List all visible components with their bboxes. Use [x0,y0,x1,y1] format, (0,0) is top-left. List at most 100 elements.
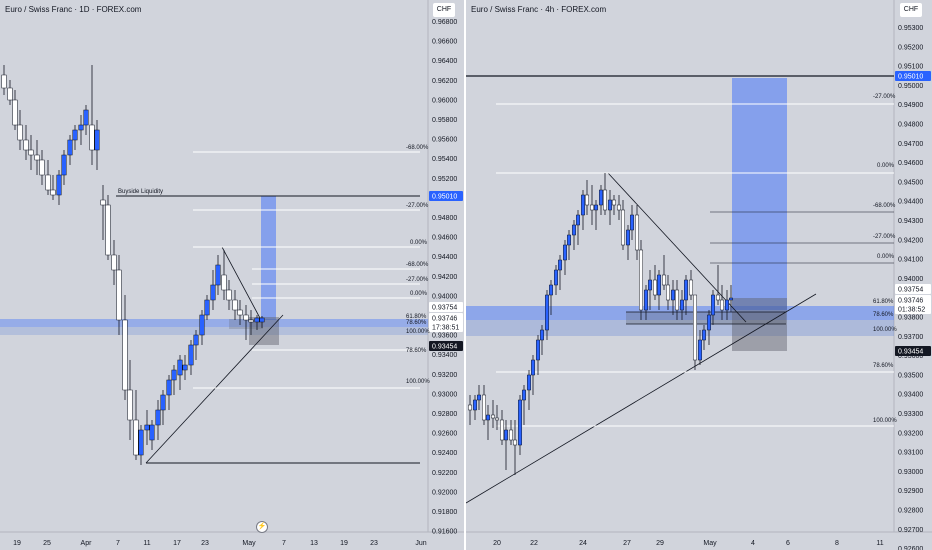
bearish-candle [50,189,56,196]
bullish-candle [711,294,715,316]
price-tick-label: 0.94400 [432,254,457,261]
bearish-candle [100,199,106,206]
bearish-candle [1,74,7,89]
bearish-candle [39,159,45,176]
bearish-candle [590,204,594,211]
fib-level-label: -68.00% [873,203,896,209]
date-tick-label: 19 [13,540,21,547]
bearish-candle [653,279,657,296]
bullish-candle [648,279,652,291]
price-tick-label: 0.92800 [898,508,923,515]
date-tick-label: 20 [493,540,501,547]
bullish-candle [540,329,544,341]
bullish-candle [527,374,531,391]
fib-level-label: 78.60% [406,348,427,354]
bullish-candle [567,234,571,246]
fib-level-label: 0.00% [410,240,428,246]
date-tick-label: 4 [751,540,755,547]
price-tick-label: 0.92400 [432,450,457,457]
bullish-candle [599,189,603,206]
countdown-timer: 17:38:51 [432,325,459,332]
bullish-candle [657,274,661,296]
left-chart-pane[interactable]: 0.96800 0.96600 0.96400 0.96200 0.96000 0.958… [0,0,464,550]
fib-level-label: -27.00% [406,277,429,283]
pane-divider[interactable] [464,0,466,550]
left-currency-badge[interactable]: CHF [433,3,455,17]
bearish-candle [111,254,117,271]
bullish-candle [204,299,210,316]
bearish-candle [639,249,643,311]
bearish-candle [635,214,639,251]
bullish-candle [671,289,675,301]
price-tick-label: 0.94300 [898,218,923,225]
date-tick-label: 13 [310,540,318,547]
bullish-candle [725,299,729,311]
bullish-candle [67,139,73,156]
target-price-label: 0.95010 [898,74,923,81]
right-chart-title: Euro / Swiss Franc · 4h · FOREX.com [471,5,607,14]
bearish-candle [243,314,249,321]
bearish-candle [585,194,589,206]
bullish-candle [545,294,549,331]
bearish-candle [237,309,243,316]
bearish-candle [675,289,679,311]
date-tick-label: 8 [835,540,839,547]
price-tick-label: 0.96200 [432,78,457,85]
price-tick-label: 0.94600 [432,235,457,242]
right-currency-badge[interactable]: CHF [900,3,922,17]
fib-level-label: -68.00% [406,262,429,268]
bullish-candle [486,414,490,421]
price-tick-label: 0.93200 [432,372,457,379]
price-tick-label: 0.94500 [898,179,923,186]
bearish-candle [509,429,513,441]
price-tick-label: 0.92900 [898,488,923,495]
bearish-candle [34,154,40,161]
bullish-candle [576,214,580,226]
bearish-candle [513,439,517,446]
date-tick-label: 7 [282,540,286,547]
price-tick-label: 0.92600 [898,546,923,550]
date-tick-label: 6 [786,540,790,547]
bullish-candle [138,429,144,456]
bearish-candle [662,274,666,286]
right-chart-canvas[interactable]: 0.95300 0.95200 0.95100 0.95000 0.94900 0.948… [466,0,932,550]
price-tick-label: 0.94800 [898,122,923,129]
price-tick-label: 0.96400 [432,58,457,65]
bearish-candle [89,124,95,151]
date-tick-label: 29 [656,540,664,547]
date-tick-label: 22 [530,540,538,547]
target-price-label-bg [429,191,463,201]
left-chart-canvas[interactable]: 0.96800 0.96600 0.96400 0.96200 0.96000 0.958… [0,0,464,550]
price-axis [428,0,464,550]
price-tick-label: 0.92200 [432,470,457,477]
price-tick-label: 0.93700 [898,334,923,341]
bearish-candle [23,139,29,151]
bullish-candle [177,359,183,376]
bullish-candle [155,409,161,426]
current-price-label-bg [429,313,463,332]
bullish-candle [94,129,100,151]
bullish-candle [536,339,540,361]
bullish-candle [594,204,598,211]
fib-level-label: 61.80% [406,314,427,320]
lightning-icon[interactable]: ⚡ [256,521,268,533]
upper-price-label: 0.93754 [432,305,457,312]
price-tick-label: 0.93600 [432,333,457,340]
bullish-candle [477,394,481,401]
fib-level-label: 0.00% [877,254,895,260]
fib-level-label: 100.00% [873,418,897,424]
fib-level-label: -27.00% [873,234,896,240]
left-chart-title: Euro / Swiss Franc · 1D · FOREX.com [5,5,142,14]
price-tick-label: 0.94900 [898,102,923,109]
bearish-candle [468,404,472,411]
bullish-candle [554,269,558,286]
bearish-candle [232,299,238,311]
lower-price-label-bg [895,346,931,356]
price-tick-label: 0.91600 [432,529,457,536]
price-tick-label: 0.94700 [898,141,923,148]
upper-price-label-bg [429,302,463,312]
date-tick-label: 23 [201,540,209,547]
right-chart-pane[interactable]: 0.95300 0.95200 0.95100 0.95000 0.94900 0.948… [466,0,932,550]
price-tick-label: 0.95000 [898,83,923,90]
price-tick-label: 0.93800 [898,315,923,322]
